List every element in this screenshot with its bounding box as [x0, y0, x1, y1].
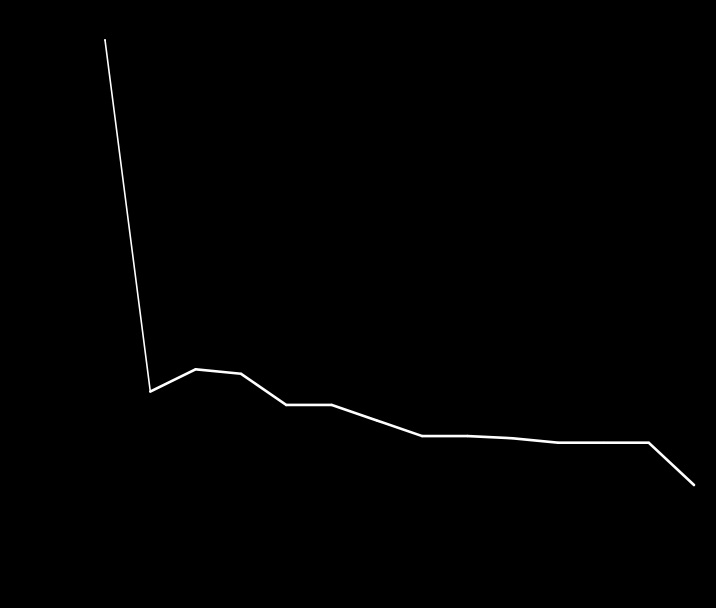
series-0-segment-1: [149, 367, 197, 393]
series-0-segment-12: [647, 441, 696, 487]
series-0-segment-3: [239, 372, 288, 407]
series-0-segment-2: [194, 367, 243, 376]
series-0-point-7: [421, 435, 424, 438]
series-layer: [104, 39, 696, 487]
series-0-point-12: [647, 441, 650, 444]
series-0-segment-6: [375, 419, 424, 438]
series-0-point-2: [194, 368, 197, 371]
series-0-point-13: [693, 484, 695, 486]
series-0-segment-5: [330, 403, 379, 422]
series-0-point-1: [149, 390, 152, 393]
series-0-segment-0: [104, 39, 152, 393]
series-0-segment-8: [466, 434, 515, 440]
series-0-point-3: [239, 372, 242, 375]
series-0-point-0: [104, 39, 106, 41]
series-0-point-4: [285, 403, 288, 406]
series-0-segment-9: [511, 436, 560, 445]
series-0-point-8: [466, 435, 469, 438]
series-0-point-6: [375, 419, 378, 422]
series-0-point-5: [330, 403, 333, 406]
series-0-point-10: [557, 441, 560, 444]
series-0-point-9: [511, 437, 514, 440]
series-0-point-11: [602, 441, 605, 444]
